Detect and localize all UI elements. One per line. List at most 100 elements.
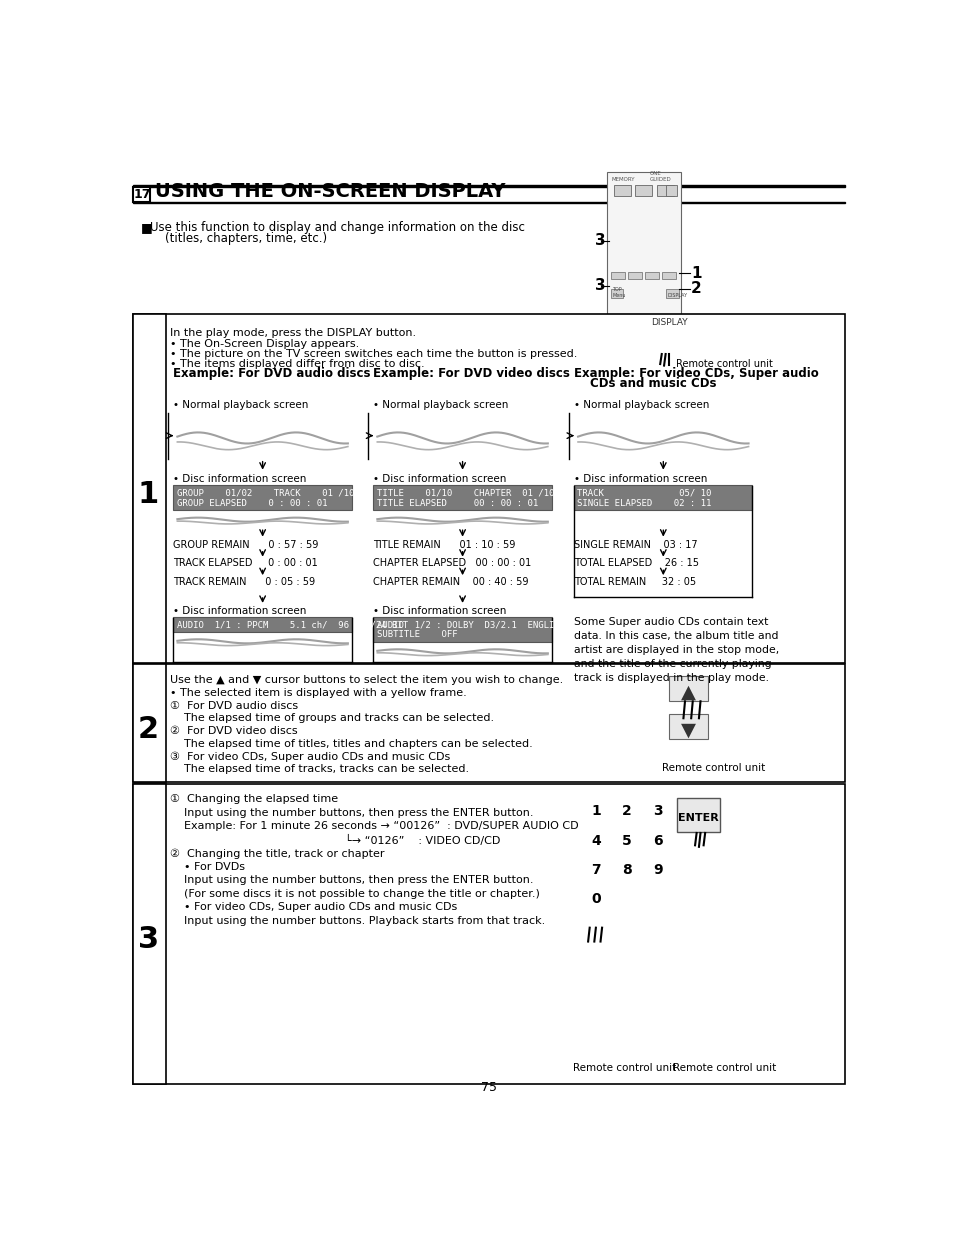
Text: 1: 1 [137,480,159,508]
Text: CHAPTER REMAIN    00 : 40 : 59: CHAPTER REMAIN 00 : 40 : 59 [373,576,528,586]
FancyBboxPatch shape [371,508,554,529]
Text: Input using the number buttons. Playback starts from that track.: Input using the number buttons. Playback… [170,915,544,925]
Text: 75: 75 [480,1081,497,1094]
Text: Input using the number buttons, then press the ENTER button.: Input using the number buttons, then pre… [170,876,533,886]
Bar [133,314,166,663]
Bar [173,485,352,511]
Text: ONE
GUIDED: ONE GUIDED [649,171,671,182]
Text: Example: For DVD audio discs: Example: For DVD audio discs [173,367,371,380]
Bar [657,186,674,197]
Text: 1: 1 [590,804,600,819]
FancyBboxPatch shape [371,640,554,662]
Text: TRACK              05/ 10: TRACK 05/ 10 [577,489,711,497]
Circle shape [645,829,669,851]
FancyBboxPatch shape [371,411,554,461]
Bar [133,314,843,663]
Text: • Normal playback screen: • Normal playback screen [574,401,709,411]
Text: ▼: ▼ [680,721,696,740]
Bar [644,272,658,280]
Text: TOTAL ELAPSED    26 : 15: TOTAL ELAPSED 26 : 15 [574,558,699,568]
Circle shape [583,829,607,851]
Text: Use the ▲ and ▼ cursor buttons to select the item you wish to change.: Use the ▲ and ▼ cursor buttons to select… [170,675,562,685]
Text: Remote control unit: Remote control unit [673,1064,776,1074]
Text: SINGLE REMAIN    03 : 17: SINGLE REMAIN 03 : 17 [574,539,697,549]
Bar [133,187,150,203]
Text: └→ “0126”    : VIDEO CD/CD: └→ “0126” : VIDEO CD/CD [170,835,499,846]
Text: • The picture on the TV screen switches each time the button is pressed.: • The picture on the TV screen switches … [170,349,577,359]
Bar [661,272,675,280]
Text: Use this function to display and change information on the disc: Use this function to display and change … [150,221,524,234]
Bar [607,172,680,314]
Circle shape [671,209,679,216]
Text: ▲: ▲ [680,683,696,701]
Circle shape [627,280,661,313]
Text: 2: 2 [691,281,701,296]
Text: 7: 7 [591,863,600,877]
Text: The elapsed time of tracks, tracks can be selected.: The elapsed time of tracks, tracks can b… [170,764,468,774]
Circle shape [615,857,638,881]
Text: 9: 9 [653,863,662,877]
Text: Remote control unit: Remote control unit [572,1064,675,1074]
Bar [173,616,352,632]
Text: TITLE ELAPSED     00 : 00 : 01: TITLE ELAPSED 00 : 00 : 01 [376,499,537,508]
Circle shape [671,230,679,238]
Circle shape [614,246,628,260]
Text: • Disc information screen: • Disc information screen [373,474,506,484]
Bar [133,784,843,1084]
Text: Remote control unit: Remote control unit [661,763,764,773]
Text: 0: 0 [591,892,600,907]
Text: AUDIO  1/2 : DOLBY  D3/2.1  ENGLISH: AUDIO 1/2 : DOLBY D3/2.1 ENGLISH [376,621,564,630]
Text: ■: ■ [141,221,152,234]
Text: 3: 3 [137,925,159,955]
Text: • The selected item is displayed with a yellow frame.: • The selected item is displayed with a … [170,688,466,698]
Text: Input using the number buttons, then press the ENTER button.: Input using the number buttons, then pre… [170,808,533,818]
Bar [666,289,679,298]
Text: 3: 3 [595,278,605,293]
Text: • Normal playback screen: • Normal playback screen [373,401,508,411]
Bar [574,485,752,511]
Text: Remote control unit: Remote control unit [675,359,772,369]
Text: TOP
Menu: TOP Menu [612,287,625,298]
Bar [666,186,677,197]
Text: • For video CDs, Super audio CDs and music CDs: • For video CDs, Super audio CDs and mus… [170,902,456,912]
Circle shape [654,333,676,354]
Text: 2: 2 [621,804,631,819]
Text: TITLE REMAIN      01 : 10 : 59: TITLE REMAIN 01 : 10 : 59 [373,539,516,549]
Circle shape [654,225,668,239]
Text: TRACK REMAIN      0 : 05 : 59: TRACK REMAIN 0 : 05 : 59 [173,576,315,586]
Text: • The On-Screen Display appears.: • The On-Screen Display appears. [170,339,358,349]
Text: DISPLAY: DISPLAY [650,318,687,327]
Circle shape [654,203,668,216]
Text: TOTAL REMAIN     32 : 05: TOTAL REMAIN 32 : 05 [574,576,696,586]
Text: • Normal playback screen: • Normal playback screen [173,401,309,411]
Text: 5: 5 [621,834,631,847]
Text: 3: 3 [653,804,662,819]
Bar [635,186,652,197]
Text: • The items displayed differ from disc to disc.: • The items displayed differ from disc t… [170,359,424,369]
Circle shape [583,857,607,881]
Text: ①  For DVD audio discs: ① For DVD audio discs [170,700,297,710]
Text: ①  Changing the elapsed time: ① Changing the elapsed time [170,794,337,804]
Text: • Disc information screen: • Disc information screen [173,474,307,484]
Text: CDs and music CDs: CDs and music CDs [589,377,716,390]
Circle shape [615,829,638,851]
Circle shape [583,887,607,910]
Text: SINGLE ELAPSED    02 : 11: SINGLE ELAPSED 02 : 11 [577,499,711,508]
Circle shape [634,225,648,239]
Text: • Disc information screen: • Disc information screen [574,474,707,484]
Circle shape [634,203,648,216]
Text: GROUP REMAIN      0 : 57 : 59: GROUP REMAIN 0 : 57 : 59 [173,539,318,549]
Circle shape [583,799,607,823]
Text: • For DVDs: • For DVDs [170,862,244,872]
FancyBboxPatch shape [171,411,354,461]
Text: • Disc information screen: • Disc information screen [173,606,307,616]
Bar [373,485,551,511]
Text: 17: 17 [133,188,152,200]
Bar [133,664,166,782]
Text: TRACK ELAPSED     0 : 00 : 01: TRACK ELAPSED 0 : 00 : 01 [173,558,318,568]
Text: The elapsed time of titles, titles and chapters can be selected.: The elapsed time of titles, titles and c… [170,738,532,748]
Circle shape [645,857,669,881]
Text: 3: 3 [595,234,605,249]
Text: • Disc information screen: • Disc information screen [373,606,506,616]
Text: (titles, chapters, time, etc.): (titles, chapters, time, etc.) [150,233,327,245]
